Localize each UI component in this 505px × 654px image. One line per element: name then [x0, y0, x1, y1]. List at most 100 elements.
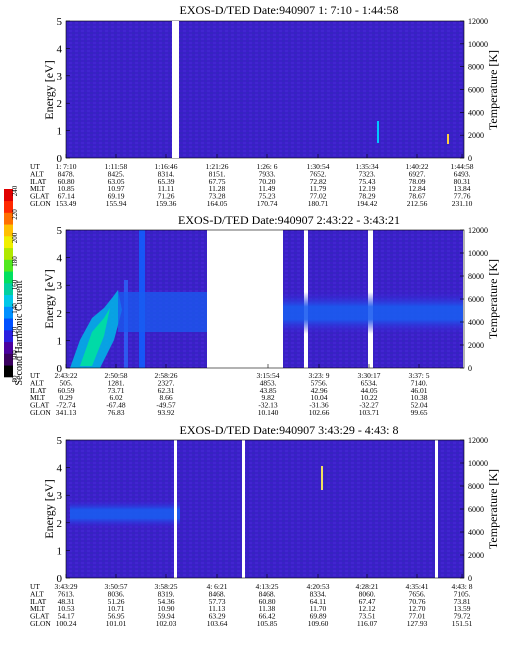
orbit-value: 2:50:58 — [105, 371, 128, 380]
orbit-value: -32.27 — [359, 401, 379, 410]
orbit-value: 8151. — [209, 169, 226, 178]
orbit-value: 59.94 — [158, 612, 175, 621]
orbit-value: 1:44:58 — [451, 162, 474, 171]
panel-1: EXOS-D/TED Date:940907 1: 7:10 - 1:44:58… — [30, 3, 500, 208]
orbit-value: 8334. — [310, 589, 327, 598]
orbit-value: 70.76 — [409, 597, 426, 606]
orbit-value: 9.82 — [261, 393, 274, 402]
orbit-value: 56.95 — [108, 612, 125, 621]
y-tick-right-label: 8000 — [468, 272, 484, 281]
orbit-value: 60.80 — [259, 597, 276, 606]
orbit-value: 43.85 — [260, 386, 277, 395]
orbit-value: 80.31 — [454, 177, 471, 186]
panel-3-band — [70, 500, 180, 528]
orbit-row-label: GLON — [30, 408, 51, 417]
colorbar-swatch — [4, 353, 13, 366]
y-tick-right-label: 12000 — [468, 226, 488, 235]
orbit-value: 44.05 — [361, 386, 378, 395]
orbit-value: 103.64 — [207, 619, 228, 628]
orbit-value: 8.66 — [159, 393, 172, 402]
orbit-row-label: UT — [30, 582, 40, 591]
orbit-value: 73.51 — [359, 612, 376, 621]
orbit-value: 54.36 — [158, 597, 175, 606]
panel-1-heatmap — [65, 20, 465, 159]
orbit-value: 71.26 — [158, 192, 175, 201]
y-tick-right-label: 0 — [468, 574, 472, 583]
orbit-value: 78.67 — [409, 192, 426, 201]
orbit-row-label: ILAT — [30, 177, 47, 186]
y-tick-right-label: 4000 — [468, 318, 484, 327]
y-tick-right-label: 12000 — [468, 436, 488, 445]
orbit-value: 52.04 — [411, 401, 428, 410]
orbit-value: 4853. — [260, 378, 277, 387]
orbit-value: 505. — [59, 378, 72, 387]
orbit-value: -67.48 — [106, 401, 126, 410]
orbit-value: 73.81 — [454, 597, 471, 606]
orbit-row-label: GLON — [30, 619, 51, 628]
colorbar-ticks: 80 100 120 140 160 180 200 220 240 — [11, 185, 19, 382]
orbit-row-label: MLT — [30, 184, 46, 193]
y-tick-right-label: 2000 — [468, 341, 484, 350]
orbit-value: 10.97 — [108, 184, 125, 193]
orbit-value: 8478. — [58, 169, 75, 178]
y-tick-label: 4 — [57, 43, 63, 55]
orbit-value: 77.02 — [310, 192, 327, 201]
orbit-value: 6493. — [454, 169, 471, 178]
panel-1-title: EXOS-D/TED Date:940907 1: 7:10 - 1:44:58 — [180, 3, 399, 17]
orbit-value: 7933. — [259, 169, 276, 178]
panel-1-yaxis: 0 1 2 3 4 5 0 2000 4000 6000 8000 10000 12000 — [57, 16, 489, 165]
orbit-value: 11.49 — [259, 184, 276, 193]
orbit-value: 153.49 — [56, 199, 77, 208]
orbit-value: 194.42 — [357, 199, 378, 208]
orbit-value: 4: 6:21 — [206, 582, 227, 591]
y-tick-label: 5 — [57, 435, 63, 447]
orbit-value: 105.85 — [257, 619, 278, 628]
orbit-value: 3:15:54 — [257, 371, 280, 380]
orbit-value: 8468. — [209, 589, 226, 598]
colorbar: 80 100 120 140 160 180 200 220 240 — [4, 185, 19, 383]
orbit-value: 57.73 — [209, 597, 226, 606]
orbit-row-label: GLAT — [30, 401, 50, 410]
y-tick-right-label: 4000 — [468, 528, 484, 537]
y-tick-label: 4 — [57, 463, 63, 475]
colorbar-swatch — [4, 294, 13, 307]
colorbar-tick-label: 160 — [11, 279, 19, 290]
orbit-value: 11.70 — [310, 604, 327, 613]
orbit-value: 62.31 — [158, 386, 175, 395]
y-tick-label: 5 — [57, 225, 63, 237]
orbit-value: 10.90 — [158, 604, 175, 613]
colorbar-swatch — [4, 259, 13, 272]
orbit-value: 127.93 — [407, 619, 428, 628]
orbit-value: 78.29 — [359, 192, 376, 201]
orbit-value: 54.17 — [58, 612, 75, 621]
orbit-value: 7652. — [310, 169, 327, 178]
y-tick-label: 1 — [57, 126, 63, 138]
panel-3: EXOS-D/TED Date:940907 3:43:29 - 4:43: 8… — [30, 423, 500, 628]
panel-2-band-early — [118, 292, 207, 332]
y-tick-label: 5 — [57, 16, 63, 28]
y-tick-right-label: 2000 — [468, 551, 484, 560]
orbit-value: 1:16:46 — [155, 162, 178, 171]
panel-3-spike — [321, 466, 323, 490]
orbit-value: 10.140 — [258, 408, 279, 417]
orbit-value: 73.28 — [209, 192, 226, 201]
panel-1-spike — [447, 134, 449, 144]
orbit-value: 1:30:54 — [307, 162, 330, 171]
orbit-value: 6927. — [409, 169, 426, 178]
orbit-value: 7656. — [409, 589, 426, 598]
orbit-value: 1:35:34 — [356, 162, 379, 171]
orbit-value: 11.28 — [209, 184, 226, 193]
orbit-value: 0.29 — [59, 393, 72, 402]
panel-3-orbit-table: UT 3:43:29 3:50:57 3:58:25 4: 6:21 4:13:25 4:2… — [30, 574, 473, 628]
orbit-value: 3:50:57 — [105, 582, 128, 591]
colorbar-swatch — [4, 283, 13, 296]
orbit-value: 3:43:29 — [55, 582, 78, 591]
colorbar-tick-label: 100 — [11, 350, 19, 361]
orbit-value: 8314. — [158, 169, 175, 178]
y-tick-right-label: 10000 — [468, 249, 488, 258]
colorbar-tick-label: 80 — [11, 375, 19, 383]
orbit-row-label: ALT — [30, 169, 44, 178]
orbit-value: 75.43 — [359, 177, 376, 186]
y-tick-label: 0 — [57, 363, 63, 375]
